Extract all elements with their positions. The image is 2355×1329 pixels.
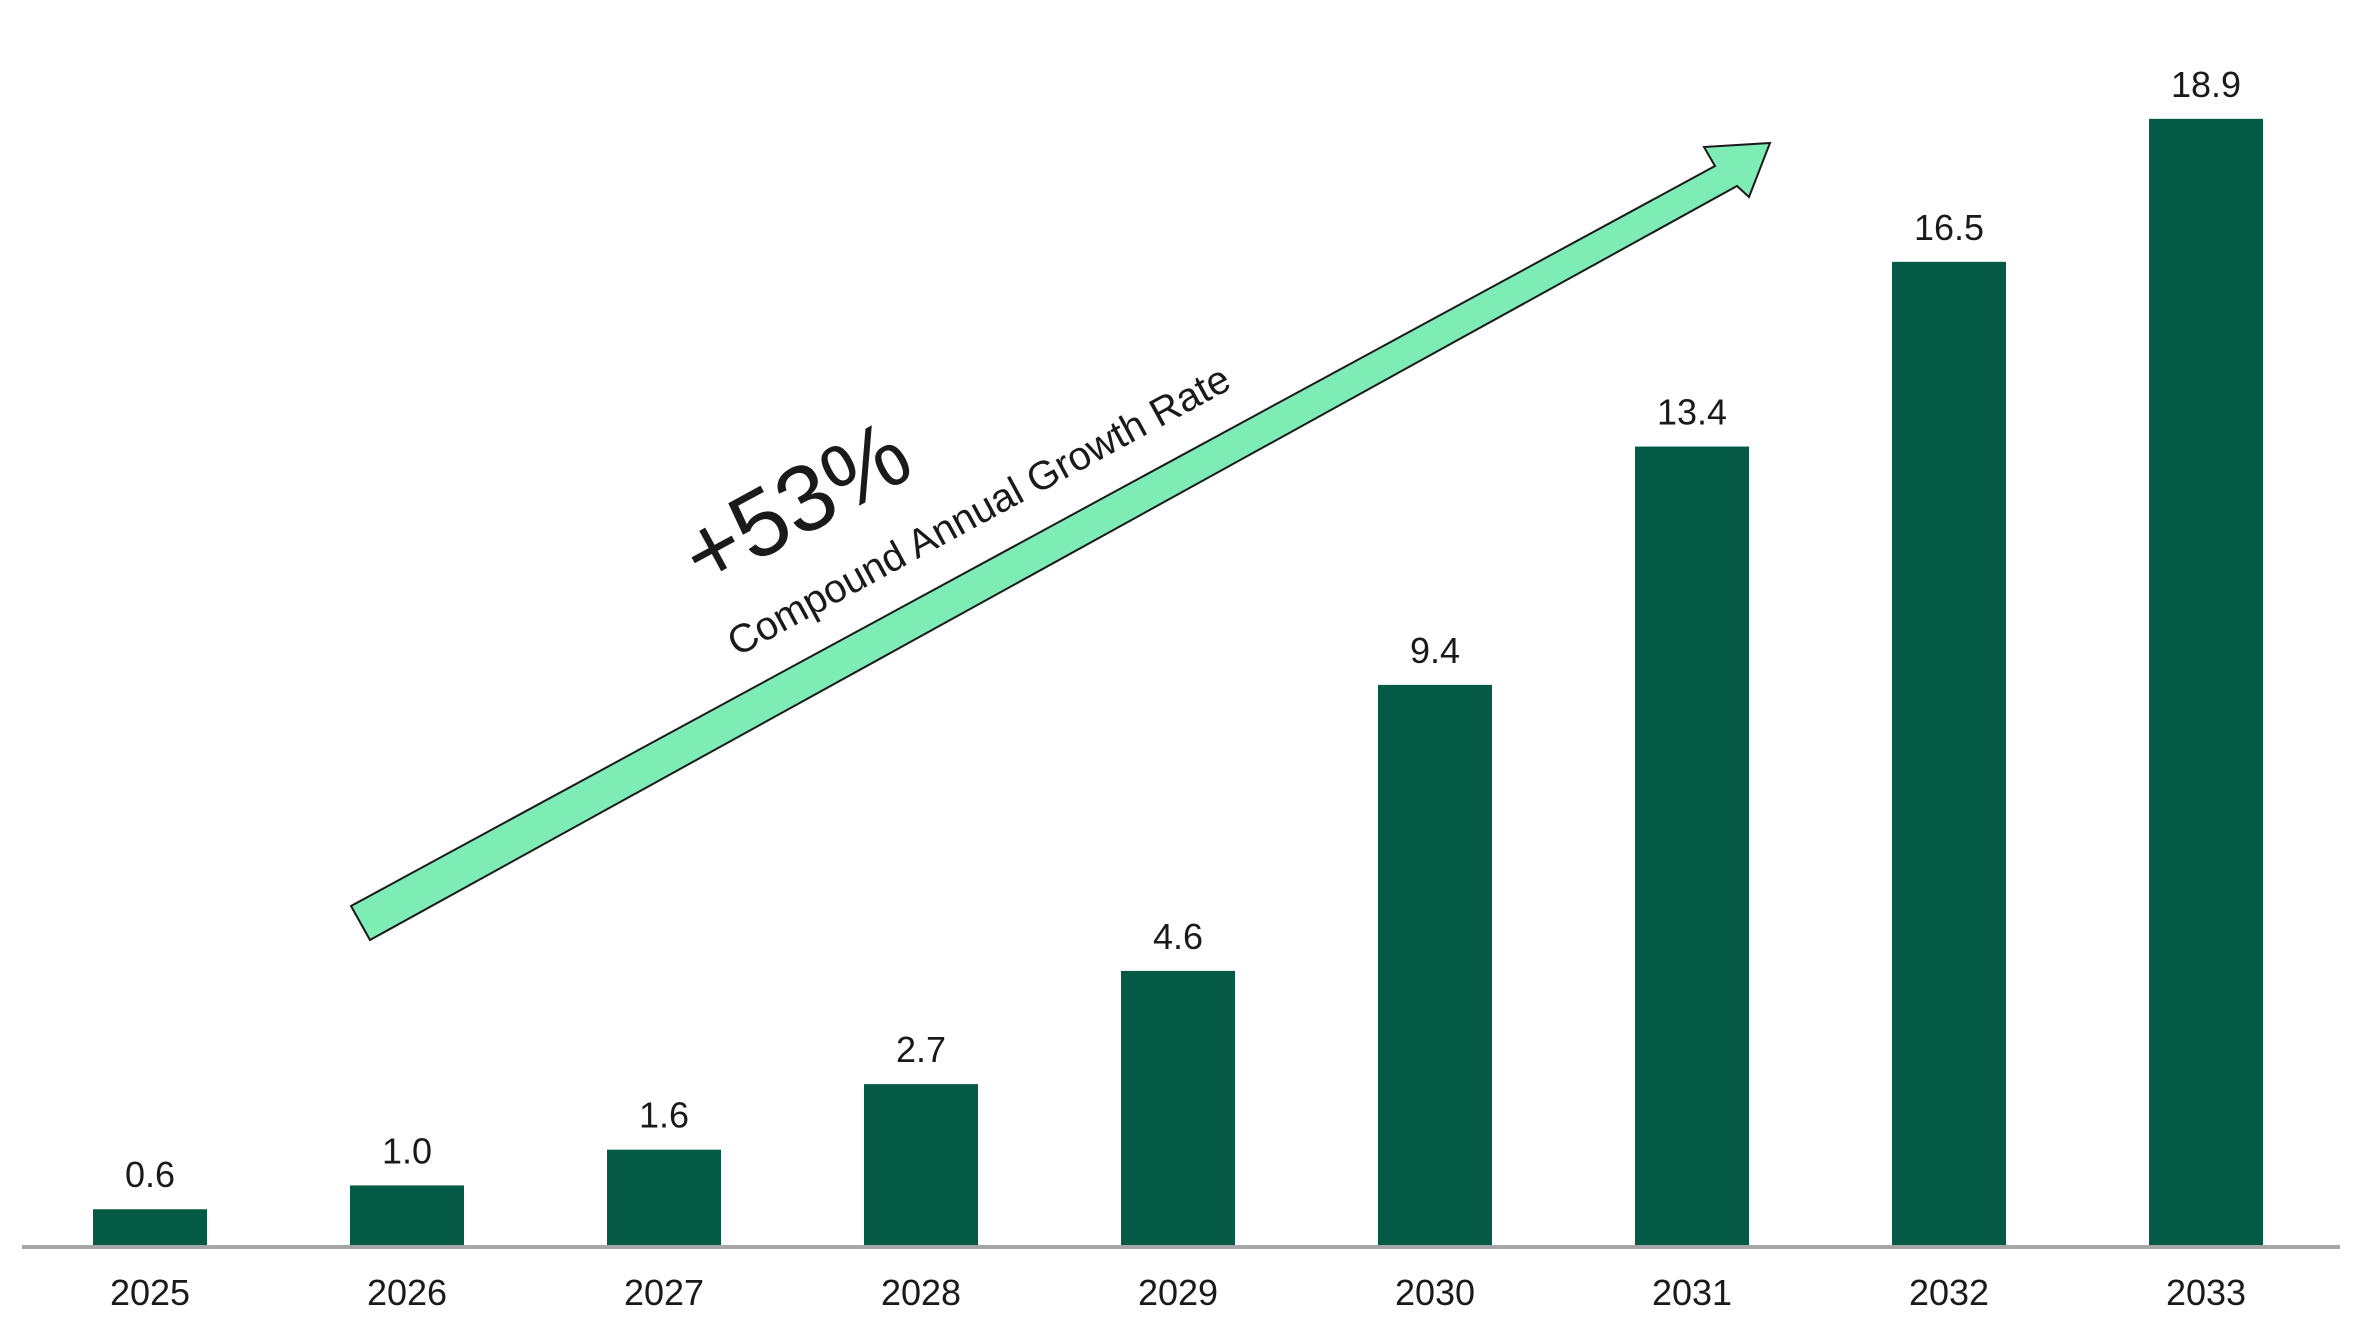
bar-value-label-2026: 1.0: [382, 1130, 432, 1171]
bars-layer: [93, 118, 2263, 1246]
x-tick-label-2027: 2027: [624, 1272, 704, 1313]
bar-value-label-2032: 16.5: [1914, 207, 1984, 248]
bar-2025: [93, 1209, 207, 1245]
x-tick-label-2028: 2028: [881, 1272, 961, 1313]
bar-value-label-2029: 4.6: [1153, 916, 1203, 957]
x-tick-label-2025: 2025: [110, 1272, 190, 1313]
bar-2028: [864, 1084, 978, 1245]
bar-value-label-2030: 9.4: [1410, 630, 1460, 671]
x-tick-label-2029: 2029: [1138, 1272, 1218, 1313]
cagr-annotation: +53% Compound Annual Growth Rate: [349, 141, 1772, 942]
bar-value-label-2025: 0.6: [125, 1154, 175, 1195]
x-tick-label-2026: 2026: [367, 1272, 447, 1313]
value-labels-layer: 0.6 1.0 1.6 2.7 4.6 9.4 13.4 16.5 18.9: [125, 64, 2241, 1195]
bar-value-label-2031: 13.4: [1657, 392, 1727, 433]
x-tick-label-2033: 2033: [2166, 1272, 2246, 1313]
x-tick-label-2032: 2032: [1909, 1272, 1989, 1313]
growth-arrow-icon: [349, 141, 1772, 942]
bar-2032: [1892, 261, 2006, 1246]
bar-2031: [1635, 446, 1749, 1245]
x-tick-label-2031: 2031: [1652, 1272, 1732, 1313]
bar-value-label-2033: 18.9: [2171, 64, 2241, 105]
bar-2030: [1378, 684, 1492, 1245]
bar-2026: [350, 1185, 464, 1245]
bar-value-label-2027: 1.6: [639, 1095, 689, 1136]
x-axis-tick-labels: 2025 2026 2027 2028 2029 2030 2031 2032 2033: [110, 1272, 2246, 1313]
bar-2029: [1121, 970, 1235, 1245]
bar-2027: [607, 1149, 721, 1245]
bar-value-label-2028: 2.7: [896, 1029, 946, 1070]
bar-2033: [2149, 118, 2263, 1245]
x-tick-label-2030: 2030: [1395, 1272, 1475, 1313]
